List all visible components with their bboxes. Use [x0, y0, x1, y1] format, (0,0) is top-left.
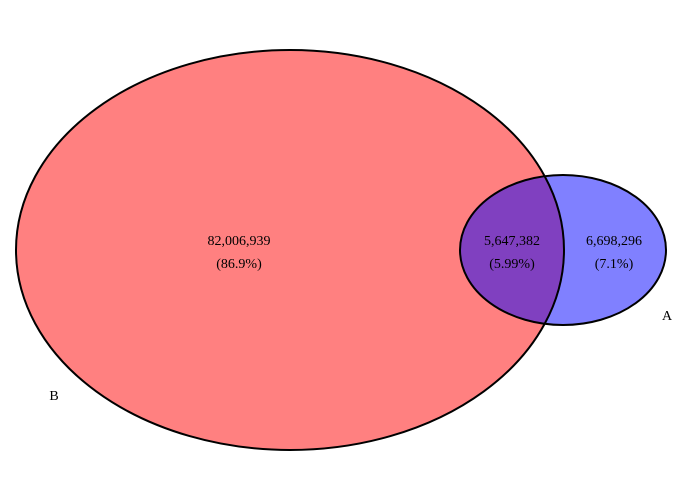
intersection-percent: (5.99%): [489, 257, 535, 272]
b-only-count: 82,006,939: [208, 234, 271, 249]
set-b-outline: [15, 49, 565, 451]
set-a-label: A: [662, 309, 673, 324]
set-a-outline: [459, 174, 667, 326]
a-only-percent: (7.1%): [595, 257, 634, 272]
a-only-count: 6,698,296: [586, 234, 642, 249]
b-only-percent: (86.9%): [216, 257, 262, 272]
set-b-label: B: [49, 389, 58, 404]
set-b-ellipse: [16, 50, 564, 450]
intersection-count: 5,647,382: [484, 234, 540, 249]
